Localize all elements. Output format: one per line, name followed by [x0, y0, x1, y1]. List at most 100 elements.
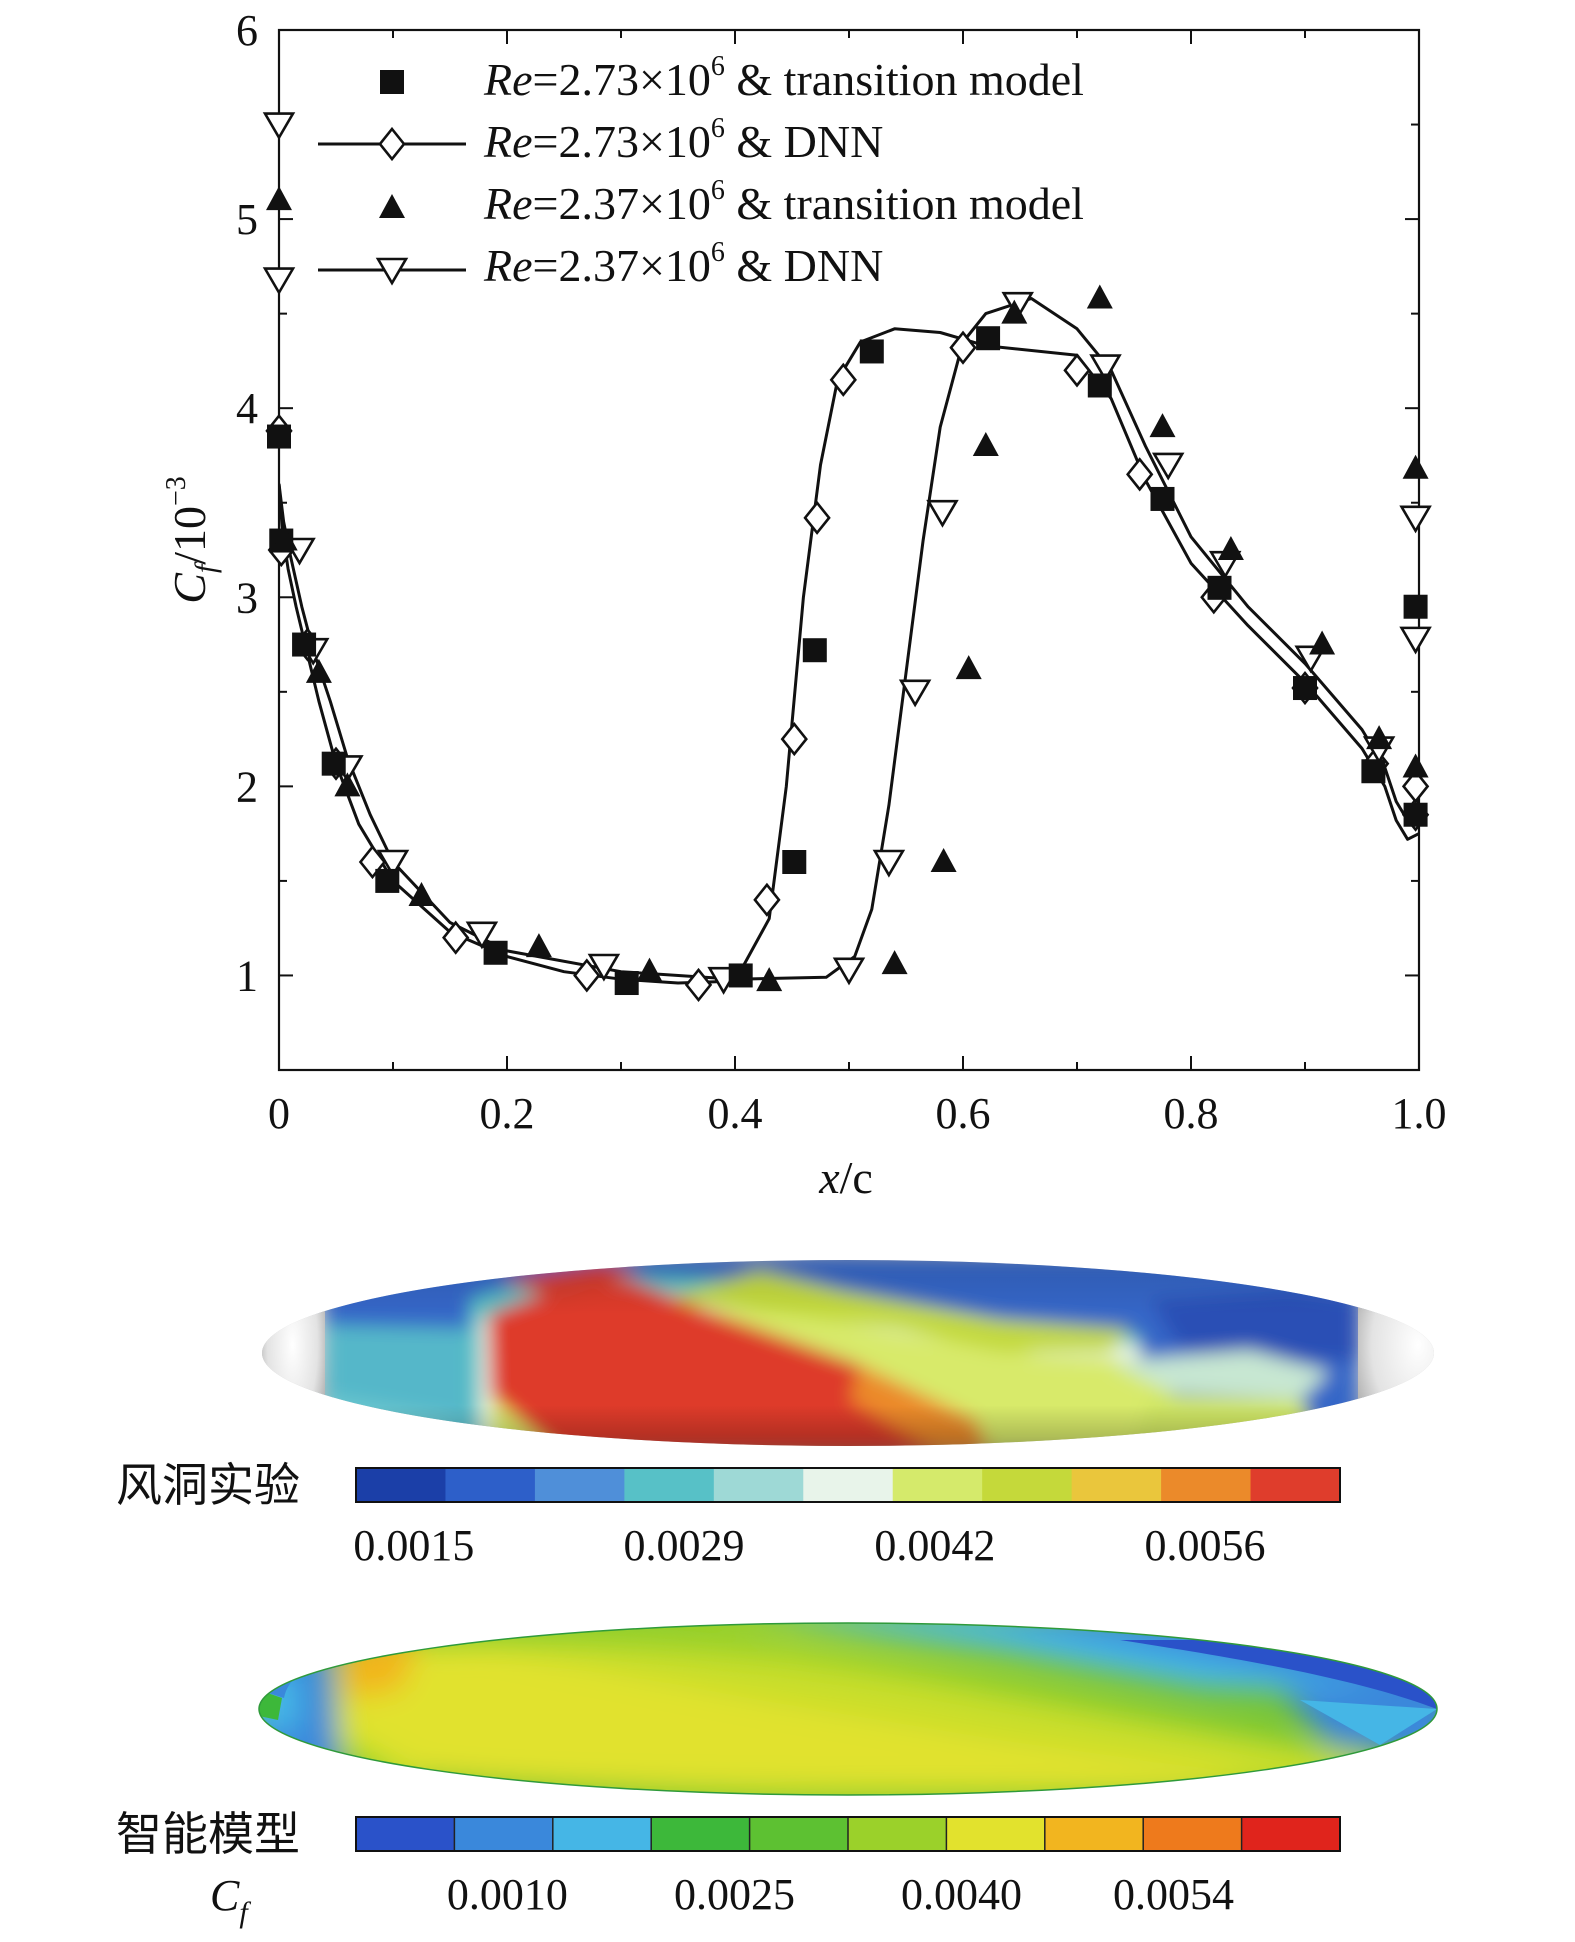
data-point-series-1 — [829, 362, 857, 397]
colorbar-tick-label: 0.0015 — [353, 1521, 474, 1570]
series-line-1 — [279, 327, 1419, 985]
data-point-series-0 — [1403, 594, 1428, 619]
data-point-series-2 — [1309, 630, 1336, 655]
colorbar-swatch — [454, 1817, 554, 1851]
colorbar-tick-label: 0.0056 — [1144, 1521, 1265, 1570]
data-point-series-2 — [334, 772, 361, 797]
data-point-series-2 — [525, 933, 552, 958]
data-point-series-2 — [636, 957, 663, 982]
data-point-series-0 — [292, 632, 317, 657]
data-point-series-0 — [1087, 373, 1112, 398]
legend-label-re273-transition: Re=2.73×106 & transition model — [483, 51, 1084, 105]
wind-tunnel-colorbar-frame — [355, 1467, 1341, 1503]
wind-tunnel-colorbar-group: 风洞实验 0.0015 0.0029 0.0042 0.0056 — [116, 1460, 1341, 1570]
data-point-series-3 — [1399, 626, 1432, 655]
data-point-series-3 — [465, 921, 499, 950]
data-point-series-3 — [262, 112, 296, 141]
data-point-series-0 — [375, 868, 400, 893]
dnn-model-contour — [258, 1622, 1438, 1796]
series-line-3 — [279, 297, 1419, 981]
y-tick-label: 5 — [236, 195, 258, 244]
axis-ticks — [278, 29, 1420, 1071]
data-point-series-2 — [305, 658, 332, 683]
dnn-model-colorbar-frame — [355, 1816, 1341, 1852]
data-point-series-2 — [1001, 299, 1028, 324]
y-tick-label: 2 — [236, 762, 258, 811]
data-point-series-3 — [832, 957, 866, 986]
data-point-series-2 — [1086, 284, 1113, 309]
data-point-series-2 — [266, 186, 292, 211]
series-markers — [262, 112, 1432, 1002]
dnn-model-colorbar-group: 智能模型 Cf 0.0010 0.0025 0.0040 0.0054 — [116, 1809, 1341, 1929]
data-point-series-0 — [1207, 575, 1232, 600]
legend-triangle-up-marker — [379, 194, 405, 218]
x-tick-label: 1.0 — [1392, 1089, 1447, 1138]
data-point-series-1 — [573, 958, 601, 993]
colorbar-tick-label: 0.0029 — [624, 1521, 745, 1570]
data-point-series-0 — [614, 971, 639, 996]
colorbar-swatch — [1161, 1468, 1252, 1502]
legend-label-re237-transition: Re=2.37×106 & transition model — [483, 175, 1084, 229]
legend-label-re273-dnn: Re=2.73×106 & DNN — [483, 113, 883, 167]
legend-item-re273-dnn: Re=2.73×106 & DNN — [318, 113, 883, 167]
legend-label-re237-dnn: Re=2.37×106 & DNN — [483, 237, 883, 291]
wind-tunnel-label: 风洞实验 — [116, 1460, 300, 1511]
y-axis-title: Cf/10−3 — [161, 476, 222, 604]
data-point-series-3 — [1151, 452, 1185, 481]
data-point-series-2 — [1402, 753, 1429, 778]
data-point-series-0 — [802, 638, 827, 663]
data-point-series-0 — [859, 339, 884, 364]
legend-square-marker — [380, 70, 404, 94]
colorbar-swatch — [1241, 1817, 1341, 1851]
data-point-series-1 — [780, 722, 808, 757]
data-point-series-1 — [949, 330, 977, 365]
legend-item-re237-transition: Re=2.37×106 & transition model — [379, 175, 1084, 229]
colorbar-tick-label: 0.0025 — [674, 1870, 795, 1919]
colorbar-swatch — [651, 1817, 751, 1851]
colorbar-swatch — [552, 1817, 652, 1851]
x-tick-label: 0.8 — [1164, 1089, 1219, 1138]
data-point-series-3 — [872, 849, 906, 878]
data-point-series-1 — [753, 882, 781, 917]
legend-marker-diamond — [378, 126, 406, 162]
colorbar-swatch — [946, 1817, 1046, 1851]
dnn-model-contour-fill — [259, 1623, 1437, 1795]
colorbar-swatch — [356, 1468, 447, 1502]
data-point-series-1 — [1126, 457, 1154, 492]
legend-item-re237-dnn: Re=2.37×106 & DNN — [318, 237, 883, 291]
data-point-series-3 — [262, 267, 296, 296]
data-point-series-3 — [898, 679, 932, 708]
data-point-series-1 — [1401, 769, 1430, 804]
y-tick-label: 4 — [236, 384, 258, 433]
colorbar-swatch — [982, 1468, 1073, 1502]
legend-diamond-marker — [378, 126, 406, 162]
data-point-series-2 — [408, 882, 435, 907]
y-tick-label: 3 — [236, 573, 258, 622]
chart-legend: Re=2.73×106 & transition model Re=2.73×1… — [318, 51, 1084, 291]
colorbar-swatch — [803, 1468, 894, 1502]
data-point-series-3 — [1399, 505, 1432, 534]
colorbar-swatch — [534, 1468, 625, 1502]
data-point-series-3 — [926, 499, 959, 528]
data-point-series-2 — [972, 432, 999, 456]
dnn-model-colorbar-ticks: 0.0010 0.0025 0.0040 0.0054 — [447, 1870, 1234, 1919]
colorbar-swatch — [749, 1817, 849, 1851]
data-point-series-2 — [756, 967, 783, 992]
legend-marker-square — [380, 70, 404, 94]
data-point-series-0 — [1361, 759, 1386, 784]
data-point-series-2 — [271, 526, 298, 551]
data-point-series-2 — [881, 950, 908, 975]
legend-marker-triangle-up — [379, 194, 405, 218]
dnn-model-body-outline — [258, 1622, 1438, 1796]
data-point-series-0 — [1403, 802, 1428, 827]
x-tick-label: 0.4 — [708, 1089, 763, 1138]
legend-item-re273-transition: Re=2.73×106 & transition model — [380, 51, 1084, 105]
series-lines — [279, 297, 1419, 985]
dnn-model-colorbar — [356, 1817, 1341, 1851]
data-point-series-2 — [1149, 413, 1176, 438]
data-point-series-0 — [782, 850, 807, 874]
y-tick-label: 6 — [236, 6, 258, 55]
data-point-series-3 — [1089, 354, 1122, 383]
dnn-model-label: 智能模型 — [116, 1809, 300, 1860]
